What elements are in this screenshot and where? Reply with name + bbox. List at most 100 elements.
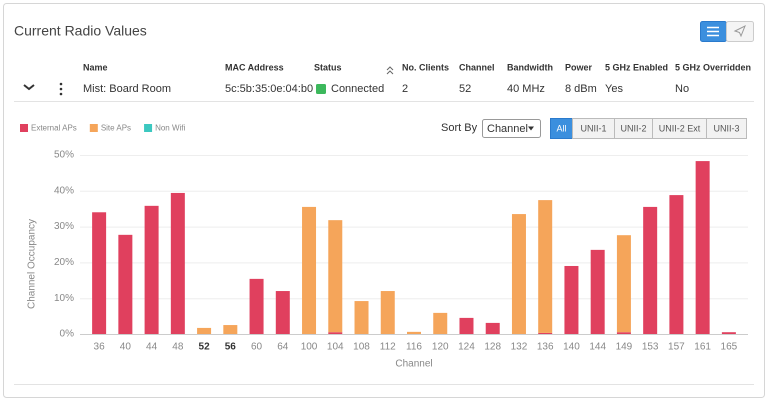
bar-segment: [538, 200, 553, 333]
bar-segment: [118, 234, 133, 334]
band-button-label: All: [556, 123, 566, 133]
bar-segment: [302, 206, 317, 334]
x-tick-label: 120: [432, 342, 449, 353]
column-header: 5 GHz Overridden: [675, 62, 751, 72]
bar-segment: [538, 332, 553, 334]
y-tick-label: 20%: [54, 257, 74, 268]
x-tick-label: 153: [642, 342, 659, 353]
legend-label: External APs: [31, 124, 77, 133]
column-header: 5 GHz Enabled: [605, 62, 668, 72]
bar-segment: [459, 317, 474, 334]
column-header: MAC Address: [225, 62, 284, 72]
bar-segment: [511, 214, 526, 334]
column-header: Channel: [459, 62, 495, 72]
sort-select[interactable]: [482, 119, 541, 138]
x-tick-label: 100: [301, 342, 318, 353]
legend-label: Site APs: [101, 124, 131, 133]
select-arrow: [528, 126, 534, 131]
bar-segment: [328, 332, 343, 334]
bar-segment: [249, 278, 264, 334]
x-tick-label: 64: [277, 342, 289, 353]
x-tick-label: 56: [225, 342, 237, 353]
x-tick-label: 165: [721, 342, 738, 353]
legend-swatch[interactable]: [20, 124, 28, 132]
x-tick-label: 40: [120, 342, 132, 353]
legend-swatch[interactable]: [144, 124, 153, 132]
bar-segment: [616, 332, 631, 334]
table-cell: Connected: [331, 83, 384, 95]
bar-segment: [92, 212, 107, 334]
bar-segment: [275, 291, 290, 334]
x-tick-label: 149: [616, 342, 633, 353]
x-tick-label: 44: [146, 342, 158, 353]
column-header: Status: [314, 62, 342, 72]
column-header: No. Clients: [402, 62, 449, 72]
x-tick-label: 52: [199, 342, 211, 353]
map-view-button[interactable]: [726, 21, 754, 42]
y-tick-label: 10%: [54, 293, 74, 304]
row-menu[interactable]: [59, 82, 63, 96]
y-tick-label: 40%: [54, 185, 74, 196]
x-tick-label: 116: [406, 342, 422, 353]
bar-segment: [485, 322, 500, 334]
table-cell: Mist: Board Room: [83, 83, 171, 95]
table-cell: Yes: [605, 83, 623, 95]
x-tick-label: 140: [563, 342, 580, 353]
x-tick-label: 104: [327, 342, 344, 353]
x-tick-label: 144: [589, 342, 606, 353]
list-icon: [707, 26, 719, 37]
bar-segment: [669, 195, 684, 334]
x-tick-label: 132: [511, 342, 528, 353]
bar-segment: [721, 332, 736, 334]
bar-segment: [590, 249, 605, 334]
band-button[interactable]: [706, 118, 747, 139]
band-button-label: UNII-2: [620, 123, 646, 133]
x-tick-label: 128: [484, 342, 501, 353]
table-cell: No: [675, 83, 689, 95]
bar-segment: [380, 291, 395, 334]
table-cell: 52: [459, 83, 471, 95]
sort-icon[interactable]: [386, 66, 394, 75]
bar-segment: [354, 301, 369, 334]
x-tick-label: 36: [94, 342, 106, 353]
column-header: Power: [565, 62, 593, 72]
legend-label: Non Wifi: [155, 124, 185, 133]
expand-chevron[interactable]: [23, 84, 35, 91]
column-header: Name: [83, 62, 108, 72]
legend-swatch[interactable]: [89, 124, 98, 132]
sort-label: Sort By: [441, 122, 478, 134]
bar-segment: [695, 161, 710, 334]
bar-segment: [170, 192, 185, 334]
table-cell: 2: [402, 83, 408, 95]
y-axis-label: Channel Occupancy: [27, 219, 38, 309]
y-tick-label: 0%: [60, 329, 75, 340]
band-button-label: UNII-3: [713, 123, 739, 133]
x-tick-label: 157: [668, 342, 685, 353]
x-tick-label: 136: [537, 342, 554, 353]
column-header: Bandwidth: [507, 62, 553, 72]
bar-segment: [564, 265, 579, 334]
status-icon: [316, 84, 326, 94]
table-cell: 8 dBm: [565, 83, 597, 95]
sort-value: Channel: [487, 123, 528, 135]
bar-segment: [407, 331, 421, 334]
pointer-icon: [733, 24, 746, 38]
x-tick-label: 108: [353, 342, 370, 353]
y-tick-label: 50%: [54, 150, 74, 161]
x-tick-label: 124: [458, 342, 475, 353]
x-axis-label: Channel: [395, 359, 432, 370]
band-button-label: UNII-2 Ext: [659, 123, 701, 133]
bar-segment: [197, 327, 212, 334]
x-tick-label: 48: [172, 342, 184, 353]
x-tick-label: 60: [251, 342, 263, 353]
x-tick-label: 161: [694, 342, 711, 353]
table-cell: 40 MHz: [507, 83, 545, 95]
bar-segment: [643, 206, 658, 334]
bar-segment: [223, 325, 238, 334]
x-tick-label: 112: [380, 342, 396, 353]
bar-segment: [144, 205, 159, 334]
card-title: Current Radio Values: [14, 23, 147, 39]
table-cell: 5c:5b:35:0e:04:b0: [225, 83, 313, 95]
band-button-label: UNII-1: [580, 123, 606, 133]
